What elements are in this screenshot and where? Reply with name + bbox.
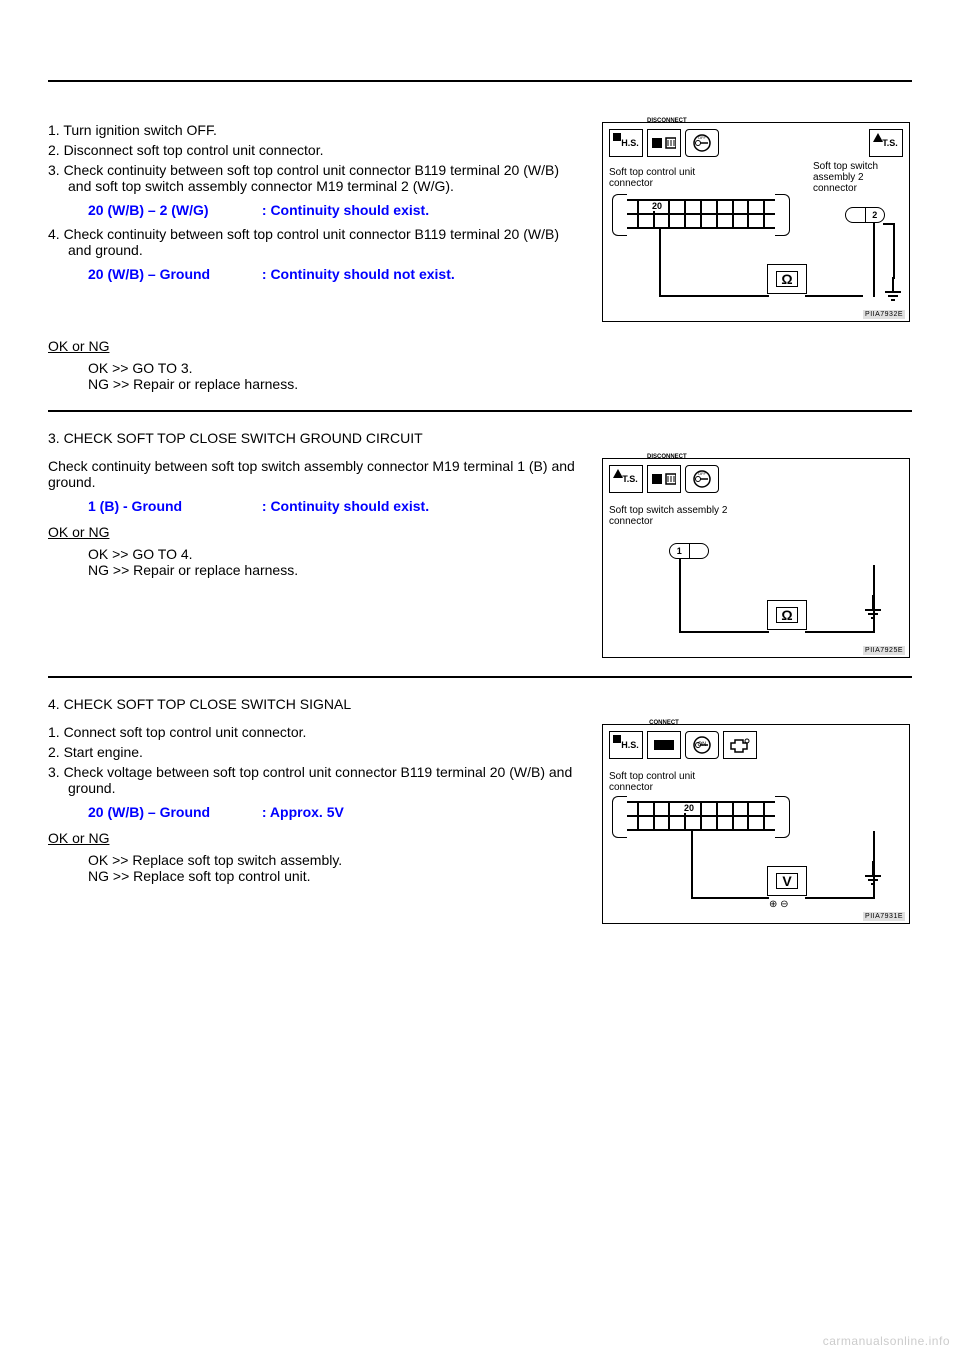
section-rule-1	[48, 410, 912, 412]
figure-step4: H.S. CONNECT ON	[602, 724, 910, 924]
step4-spec-lhs: 20 (W/B) – Ground	[88, 804, 258, 820]
step2-spec1-rhs: : Continuity should exist.	[262, 202, 429, 218]
plug-icon	[647, 129, 681, 157]
watermark: carmanualsonline.info	[823, 1334, 950, 1348]
step2-spec2-lhs: 20 (W/B) – Ground	[88, 266, 258, 282]
step3-line: Check continuity between soft top switch…	[48, 458, 586, 490]
key-off-icon: OFF	[685, 465, 719, 493]
step4-line3: 3. Check voltage between soft top contro…	[48, 764, 586, 796]
step2-line1: 1. Turn ignition switch OFF.	[48, 122, 586, 138]
step4-line2: 2. Start engine.	[48, 744, 586, 760]
ng-goto: NG >> Repair or replace harness.	[88, 376, 912, 392]
pin-20-label: 20	[652, 201, 662, 211]
step4-okng: OK or NG	[48, 830, 586, 846]
step2-line4: 4. Check continuity between soft top con…	[48, 226, 586, 258]
connect-label: CONNECT	[647, 720, 681, 726]
meter-symbol: V	[776, 873, 798, 889]
left-connector-label: Soft top control unit connector	[609, 167, 719, 189]
plug-connected-icon	[647, 731, 681, 759]
pin-20-label: 20	[684, 803, 694, 813]
step3-ng-goto: NG >> Repair or replace harness.	[88, 562, 586, 578]
step2-spec2: 20 (W/B) – Ground : Continuity should no…	[88, 266, 586, 282]
svg-text:OFF: OFF	[698, 471, 707, 476]
control-unit-label: Soft top control unit connector	[609, 771, 729, 793]
ok-goto: OK >> GO TO 3.	[88, 360, 912, 376]
on-label: ON	[698, 742, 707, 748]
step2-line3: 3. Check continuity between soft top con…	[48, 162, 586, 194]
meter-symbol: Ω	[776, 607, 798, 623]
step2-spec2-rhs: : Continuity should not exist.	[262, 266, 455, 282]
step3-ok-goto: OK >> GO TO 4.	[88, 546, 586, 562]
key-on-icon: ON	[685, 731, 719, 759]
pin-1-label: 1	[670, 544, 690, 558]
meter-polarity: ⊕ ⊖	[769, 899, 789, 910]
step-2-block: 1. Turn ignition switch OFF. 2. Disconne…	[48, 122, 912, 392]
ground-icon	[865, 595, 881, 619]
ts-icon: T.S.	[869, 129, 903, 157]
section-rule-2	[48, 676, 912, 678]
ground-icon	[865, 861, 881, 885]
disconnect-label: DISCONNECT	[647, 118, 681, 124]
pin-2-label: 2	[866, 208, 885, 222]
volt-meter-icon: V	[767, 866, 807, 896]
disconnect-label: DISCONNECT	[647, 454, 681, 460]
step2-line2: 2. Disconnect soft top control unit conn…	[48, 142, 586, 158]
figure-id: PIIA7932E	[863, 310, 905, 319]
step3-title: 3. CHECK SOFT TOP CLOSE SWITCH GROUND CI…	[48, 430, 912, 446]
top-horizontal-rule	[48, 80, 912, 82]
control-unit-connector: 20	[621, 199, 781, 229]
step4-spec: 20 (W/B) – Ground : Approx. 5V	[88, 804, 586, 820]
step2-spec1: 20 (W/B) – 2 (W/G) : Continuity should e…	[88, 202, 586, 218]
ohm-meter-icon: Ω	[767, 264, 807, 294]
step3-okng: OK or NG	[48, 524, 586, 540]
switch-connector: 1	[669, 543, 709, 559]
svg-text:OFF: OFF	[698, 135, 707, 140]
step3-spec-rhs: : Continuity should exist.	[262, 498, 429, 514]
figure-step3: T.S. DISCONNECT OFF Soft top switch asse…	[602, 458, 910, 658]
right-connector-label: Soft top switch assembly 2 connector	[813, 161, 903, 194]
figure-step2: H.S. DISCONNECT OFF T.S.	[602, 122, 910, 322]
hs-icon: H.S.	[609, 129, 643, 157]
plug-icon	[647, 465, 681, 493]
step-3-block: Check continuity between soft top switch…	[48, 458, 912, 658]
switch-connector-label: Soft top switch assembly 2 connector	[609, 505, 729, 527]
engine-icon	[723, 731, 757, 759]
ground-icon	[885, 277, 901, 301]
ts-icon: T.S.	[609, 465, 643, 493]
switch-connector: 2	[845, 207, 885, 223]
step2-spec1-lhs: 20 (W/B) – 2 (W/G)	[88, 202, 258, 218]
step3-spec: 1 (B) - Ground : Continuity should exist…	[88, 498, 586, 514]
ohm-meter-icon: Ω	[767, 600, 807, 630]
figure-id: PIIA7925E	[863, 646, 905, 655]
step4-title: 4. CHECK SOFT TOP CLOSE SWITCH SIGNAL	[48, 696, 912, 712]
step3-spec-lhs: 1 (B) - Ground	[88, 498, 258, 514]
step4-ng-goto: NG >> Replace soft top control unit.	[88, 868, 586, 884]
step4-spec-rhs: : Approx. 5V	[262, 804, 344, 820]
step4-line1: 1. Connect soft top control unit connect…	[48, 724, 586, 740]
figure-id: PIIA7931E	[863, 912, 905, 921]
hs-icon: H.S.	[609, 731, 643, 759]
control-unit-connector: 20	[621, 801, 781, 831]
step-4-block: 1. Connect soft top control unit connect…	[48, 724, 912, 924]
key-off-icon: OFF	[685, 129, 719, 157]
meter-symbol: Ω	[776, 271, 798, 287]
ok-ng-label: OK or NG	[48, 338, 912, 354]
step4-ok-goto: OK >> Replace soft top switch assembly.	[88, 852, 586, 868]
